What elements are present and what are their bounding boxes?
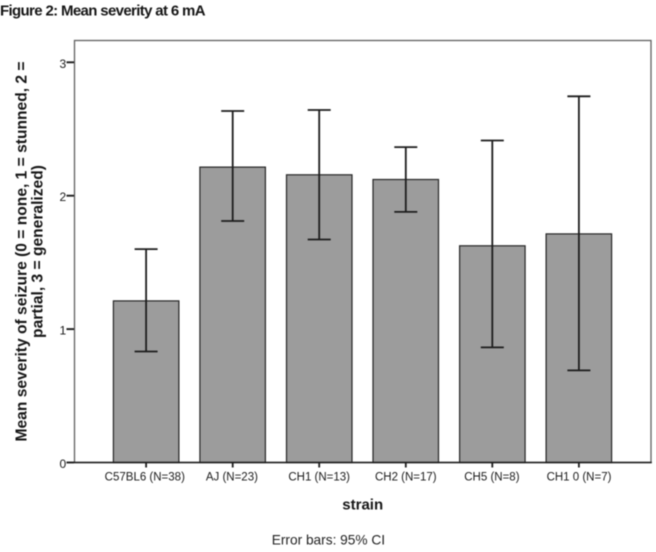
svg-text:C57BL6 (N=38): C57BL6 (N=38) (105, 472, 185, 484)
svg-text:Figure 2: Mean severity at 6 m: Figure 2: Mean severity at 6 mA (0, 3, 206, 20)
svg-text:AJ (N=23): AJ (N=23) (206, 472, 258, 484)
svg-text:CH1 (N=13): CH1 (N=13) (288, 472, 350, 484)
svg-text:Error bars: 95% CI: Error bars: 95% CI (272, 533, 385, 548)
svg-text:partial, 3 = generalized): partial, 3 = generalized) (30, 165, 47, 338)
svg-text:0: 0 (60, 457, 67, 471)
svg-text:CH5 (N=8): CH5 (N=8) (464, 472, 519, 484)
svg-text:CH2 (N=17): CH2 (N=17) (375, 472, 437, 484)
svg-text:1: 1 (60, 324, 67, 338)
svg-text:strain: strain (342, 497, 383, 514)
svg-text:Mean severity of seizure (0 =: Mean severity of seizure (0 = none, 1 = … (14, 61, 31, 441)
svg-text:3: 3 (60, 57, 67, 71)
svg-text:2: 2 (60, 190, 67, 204)
svg-text:CH1 0 (N=7): CH1 0 (N=7) (547, 472, 612, 484)
